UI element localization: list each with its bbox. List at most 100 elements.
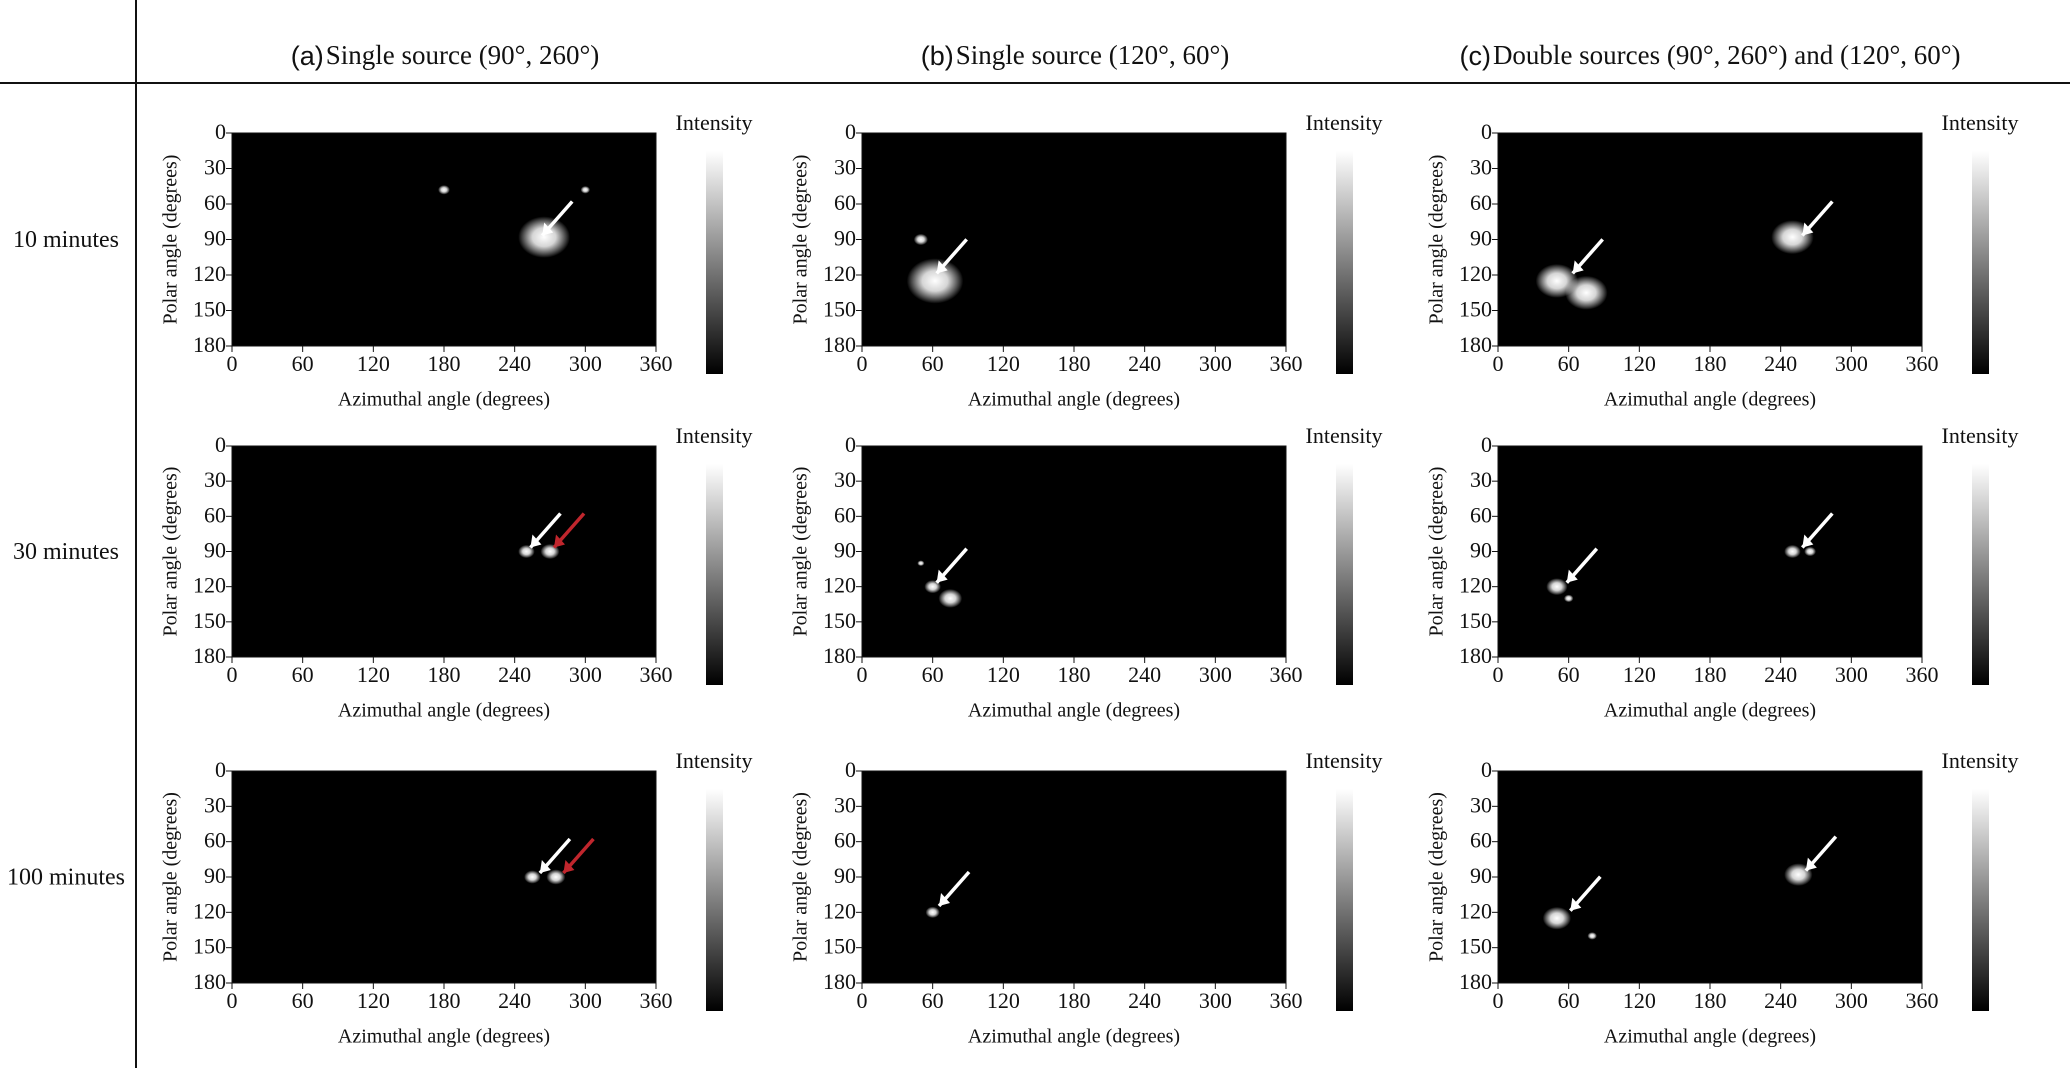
- x-axis-label: Azimuthal angle (degrees): [968, 389, 1180, 411]
- x-tick-label: 120: [1623, 662, 1656, 687]
- colorbar-label: Intensity: [1942, 748, 2019, 773]
- y-tick-label: 150: [193, 934, 226, 959]
- x-axis-label: Azimuthal angle (degrees): [968, 700, 1180, 722]
- arrow-head: [563, 860, 575, 873]
- colorbar-label: Intensity: [676, 748, 753, 773]
- y-tick-label: 150: [193, 608, 226, 633]
- intensity-spot: [438, 185, 450, 195]
- intensity-spot: [1563, 594, 1574, 603]
- x-tick-label: 240: [1128, 662, 1161, 687]
- intensity-spot: [924, 580, 941, 594]
- y-tick-label: 150: [823, 608, 856, 633]
- arrow-head: [1802, 222, 1814, 236]
- x-tick-label: 180: [1694, 988, 1727, 1013]
- x-tick-label: 240: [1128, 351, 1161, 376]
- y-axis-label: Polar angle (degrees): [790, 155, 812, 325]
- x-tick-label: 240: [1128, 988, 1161, 1013]
- arrow-head: [1570, 897, 1582, 911]
- arrow-head: [542, 222, 554, 236]
- x-axis-label: Azimuthal angle (degrees): [1604, 389, 1816, 411]
- x-tick-label: 300: [1199, 988, 1232, 1013]
- y-axis-label: Polar angle (degrees): [1426, 467, 1448, 637]
- x-tick-label: 0: [857, 351, 868, 376]
- x-tick-label: 60: [1558, 351, 1580, 376]
- x-tick-label: 300: [1835, 988, 1868, 1013]
- y-tick-label: 0: [1481, 119, 1492, 144]
- y-axis-label: Polar angle (degrees): [790, 792, 812, 962]
- intensity-spot: [925, 906, 940, 918]
- plot-background: [1498, 771, 1922, 983]
- colorbar-label: Intensity: [1306, 110, 1383, 135]
- arrow-head: [1802, 534, 1814, 548]
- y-tick-label: 120: [823, 573, 856, 598]
- x-tick-label: 300: [569, 351, 602, 376]
- x-tick-label: 180: [1694, 662, 1727, 687]
- y-tick-label: 150: [823, 297, 856, 322]
- x-tick-label: 300: [569, 988, 602, 1013]
- arrow-head: [936, 569, 948, 583]
- intensity-spot: [1784, 544, 1801, 559]
- x-tick-label: 180: [1694, 351, 1727, 376]
- y-tick-label: 0: [215, 119, 226, 144]
- x-tick-label: 180: [1058, 351, 1091, 376]
- x-tick-label: 240: [498, 988, 531, 1013]
- arrow-head: [939, 892, 951, 906]
- x-tick-label: 120: [987, 351, 1020, 376]
- y-tick-label: 0: [1481, 432, 1492, 457]
- arrow-head: [936, 260, 948, 274]
- panel-label: (c): [1459, 41, 1490, 71]
- y-tick-label: 60: [1470, 828, 1492, 853]
- x-tick-label: 360: [1906, 662, 1939, 687]
- x-tick-label: 0: [227, 662, 238, 687]
- x-tick-label: 360: [1906, 988, 1939, 1013]
- y-tick-label: 120: [823, 261, 856, 286]
- colorbar: [1336, 464, 1353, 685]
- y-tick-label: 180: [1459, 969, 1492, 994]
- x-tick-label: 360: [640, 351, 673, 376]
- intensity-spot: [1546, 578, 1568, 596]
- y-tick-label: 120: [193, 898, 226, 923]
- y-tick-label: 60: [834, 190, 856, 215]
- x-tick-label: 300: [1199, 351, 1232, 376]
- plot-background: [1498, 133, 1922, 346]
- intensity-spot: [518, 544, 535, 559]
- x-tick-label: 0: [227, 351, 238, 376]
- y-tick-label: 60: [204, 828, 226, 853]
- y-tick-label: 90: [834, 538, 856, 563]
- column-header: (a)Single source (90°, 260°): [291, 40, 600, 71]
- y-tick-label: 60: [1470, 502, 1492, 527]
- x-tick-label: 300: [1835, 351, 1868, 376]
- x-tick-label: 360: [640, 662, 673, 687]
- y-tick-label: 30: [1470, 155, 1492, 180]
- panel-label: (b): [921, 41, 954, 71]
- y-tick-label: 0: [215, 757, 226, 782]
- x-tick-label: 180: [1058, 988, 1091, 1013]
- x-tick-label: 300: [1835, 662, 1868, 687]
- plot-background: [862, 133, 1286, 346]
- x-tick-label: 120: [1623, 351, 1656, 376]
- y-tick-label: 30: [204, 467, 226, 492]
- x-tick-label: 120: [987, 662, 1020, 687]
- intensity-spot: [1771, 220, 1814, 255]
- intensity-spot: [917, 560, 925, 567]
- x-tick-label: 180: [1058, 662, 1091, 687]
- intensity-spot: [1804, 546, 1816, 557]
- y-tick-label: 60: [204, 190, 226, 215]
- y-tick-label: 0: [215, 432, 226, 457]
- colorbar: [1972, 151, 1989, 374]
- x-axis-label: Azimuthal angle (degrees): [338, 389, 550, 411]
- y-axis-label: Polar angle (degrees): [160, 467, 182, 637]
- x-tick-label: 60: [922, 351, 944, 376]
- colorbar: [706, 464, 723, 685]
- y-tick-label: 150: [193, 297, 226, 322]
- y-tick-label: 180: [1459, 332, 1492, 357]
- y-tick-label: 0: [845, 119, 856, 144]
- y-axis-label: Polar angle (degrees): [160, 792, 182, 962]
- x-tick-label: 120: [357, 988, 390, 1013]
- y-tick-label: 180: [193, 969, 226, 994]
- x-tick-label: 240: [498, 662, 531, 687]
- colorbar: [1336, 789, 1353, 1011]
- x-tick-label: 0: [1493, 662, 1504, 687]
- colorbar-label: Intensity: [1306, 423, 1383, 448]
- y-tick-label: 120: [193, 261, 226, 286]
